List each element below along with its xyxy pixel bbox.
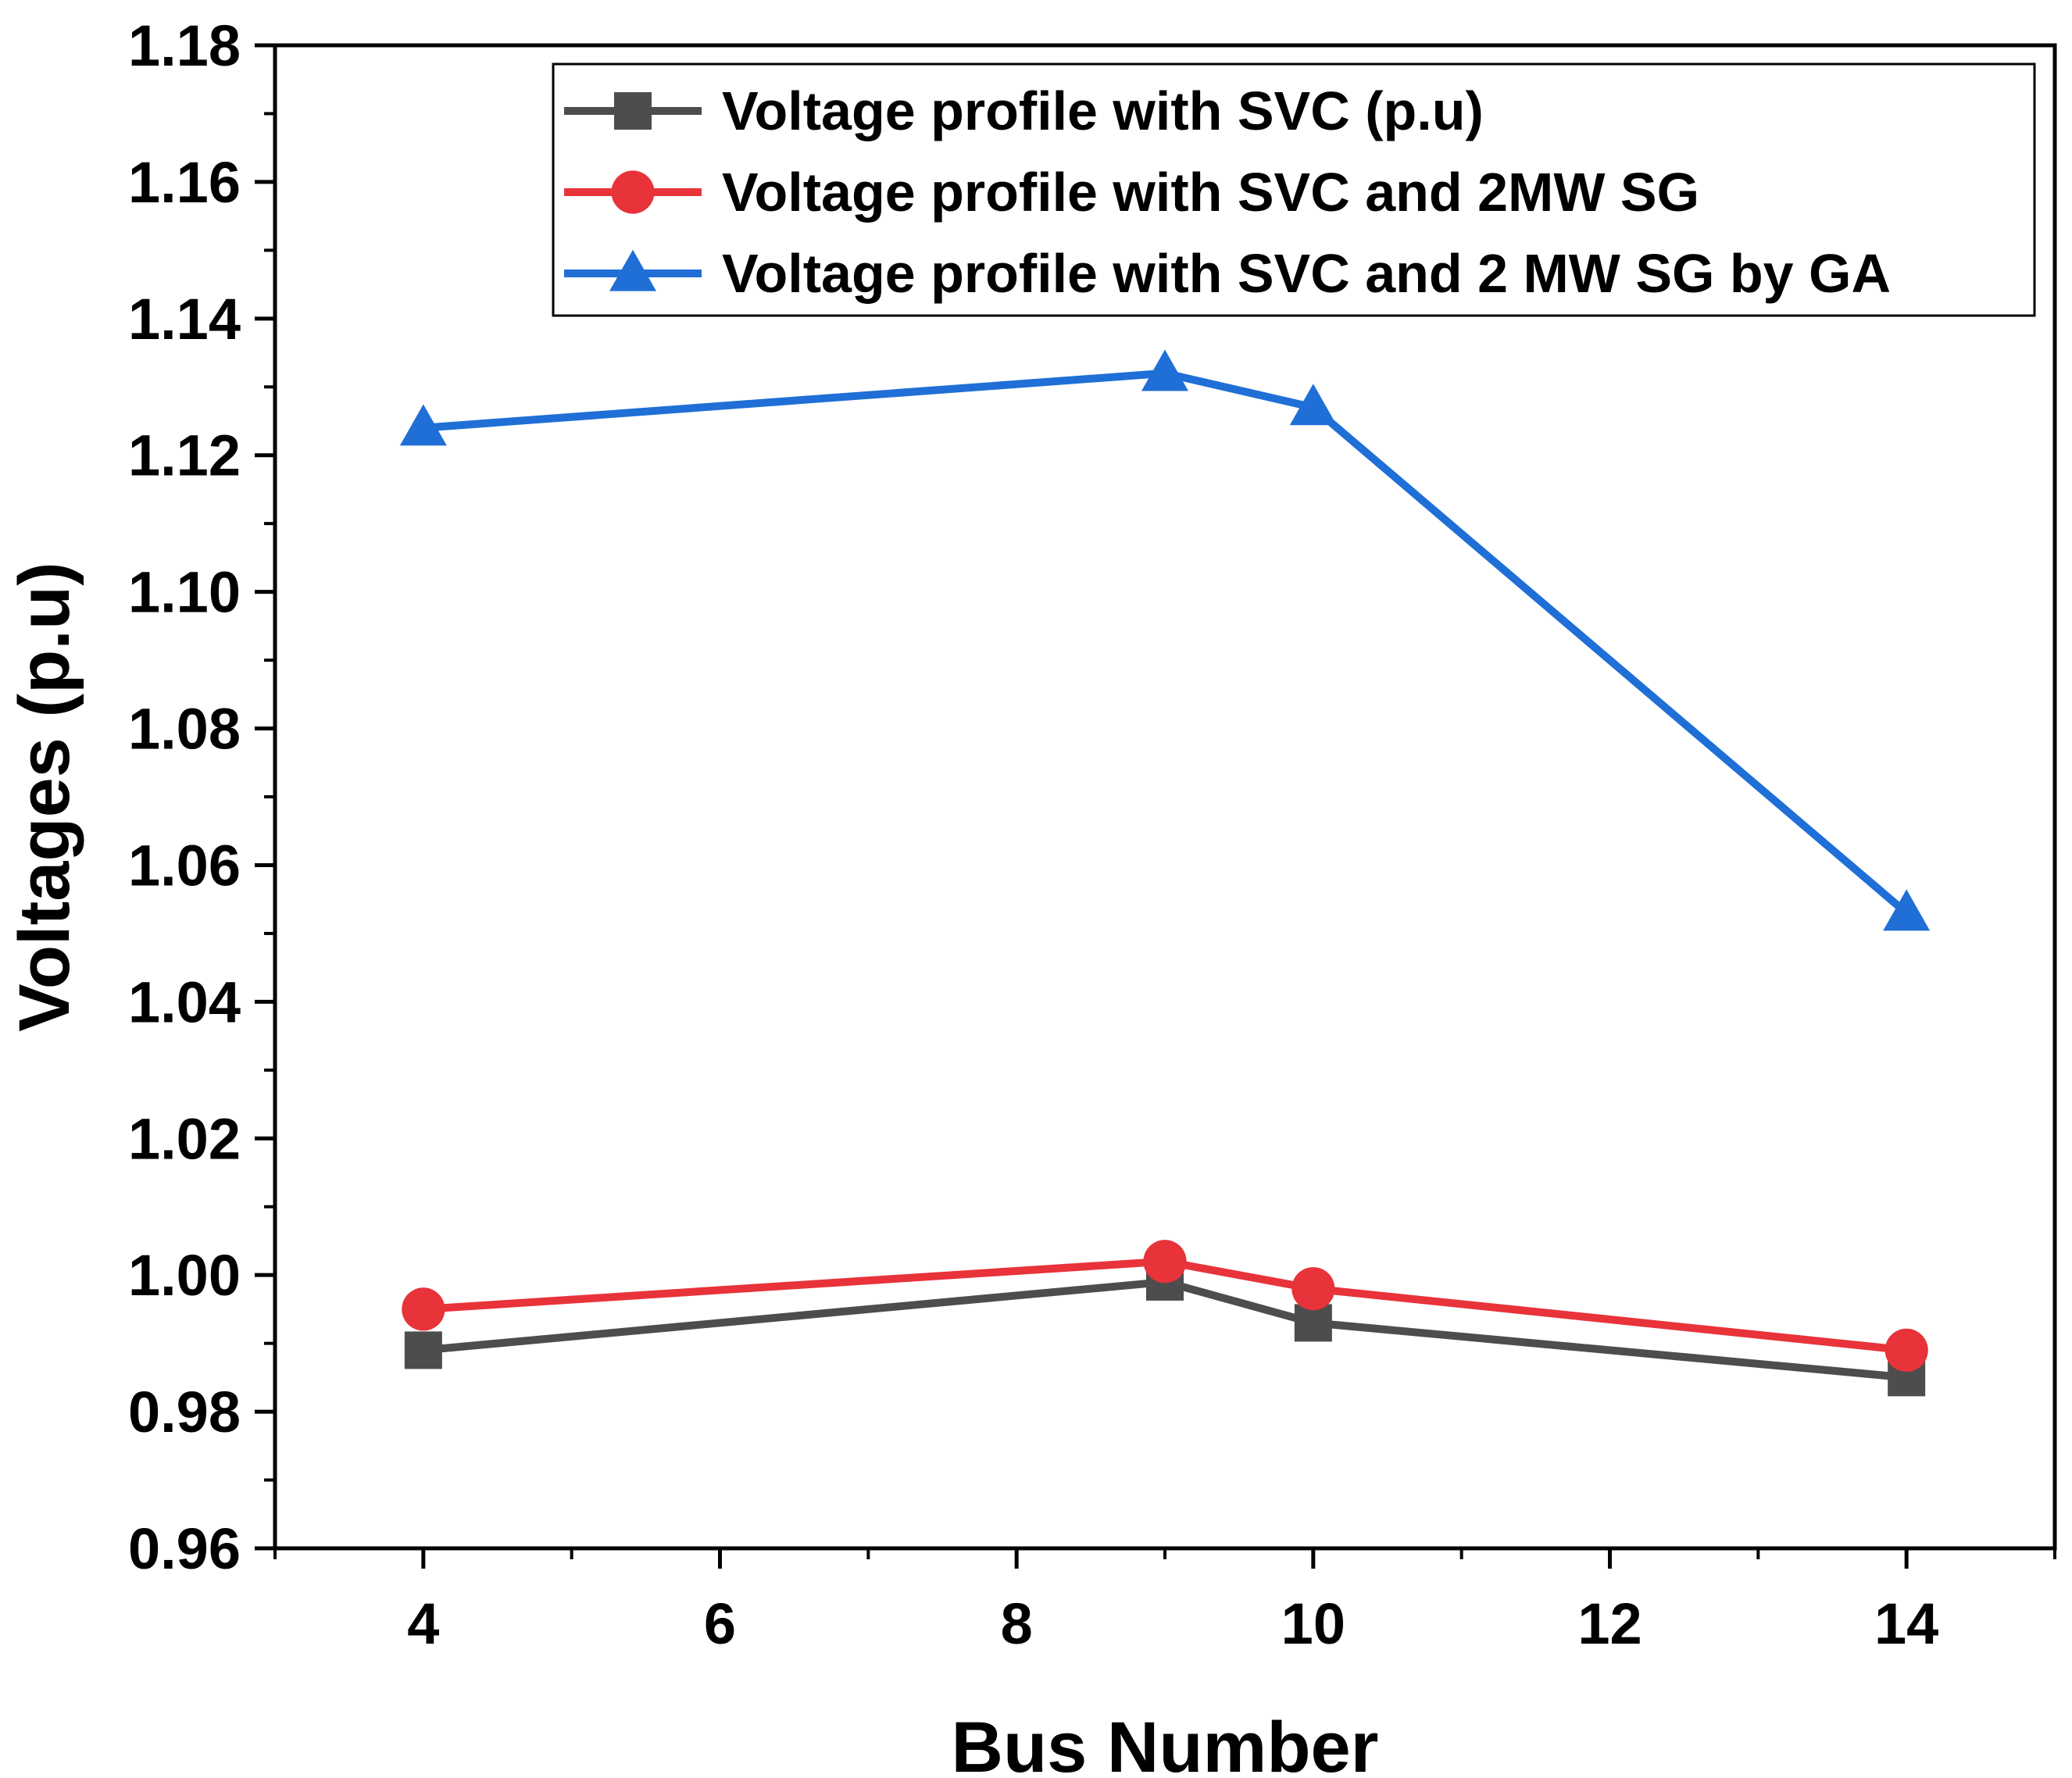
y-tick-label: 1.06: [128, 833, 241, 898]
legend-label: Voltage profile with SVC and 2MW SG: [722, 162, 1699, 223]
y-tick-label: 1.02: [128, 1106, 241, 1171]
y-tick-label: 1.08: [128, 697, 241, 762]
data-point: [404, 1331, 442, 1369]
data-point: [1884, 1328, 1928, 1372]
legend-label: Voltage profile with SVC and 2 MW SG by …: [722, 243, 1891, 304]
data-point: [1883, 889, 1931, 931]
series-layer: [399, 349, 1931, 1397]
x-tick-label: 8: [1001, 1591, 1033, 1656]
series-line: [423, 1277, 1907, 1382]
series-circle: [402, 1240, 1928, 1372]
data-point: [1291, 1267, 1335, 1311]
legend-marker: [609, 249, 656, 291]
data-point: [399, 404, 447, 446]
y-tick-label: 0.96: [128, 1516, 241, 1581]
legend-marker: [611, 170, 655, 214]
x-tick-label: 12: [1577, 1591, 1642, 1656]
data-point: [1141, 349, 1188, 391]
x-axis-title: Bus Number: [952, 1708, 1379, 1778]
y-tick-label: 1.00: [128, 1243, 241, 1308]
data-point: [1294, 1304, 1332, 1342]
y-tick-label: 1.16: [128, 150, 241, 215]
legend-label: Voltage profile with SVC (p.u): [722, 80, 1484, 141]
x-tick-label: 6: [704, 1591, 736, 1656]
data-point: [1143, 1240, 1187, 1284]
legend: Voltage profile with SVC (p.u) Voltage pr…: [552, 62, 2036, 317]
legend-marker: [614, 92, 652, 130]
data-point: [1289, 384, 1337, 426]
axes: 0.96 0.98 1.00 1.02 1.04 1.06 1.08 1.10 1.12 1.14…: [5, 13, 2057, 1778]
y-tick-label: 1.14: [128, 287, 241, 352]
y-tick-label: 1.04: [128, 969, 241, 1034]
y-tick-label: 1.12: [128, 423, 241, 488]
y-axis-title: Voltages (p.u): [5, 562, 84, 1031]
series-triangle: [399, 349, 1931, 931]
x-tick-label: 14: [1874, 1591, 1938, 1656]
legend-box: [552, 62, 2036, 317]
data-point: [402, 1287, 445, 1331]
y-tick-label: 0.98: [128, 1380, 241, 1444]
x-tick-label: 10: [1281, 1591, 1345, 1656]
series-line: [423, 1257, 1907, 1355]
series-line: [423, 369, 1909, 916]
y-tick-label: 1.10: [128, 560, 241, 625]
x-tick-label: 4: [407, 1591, 439, 1656]
y-tick-label: 1.18: [128, 13, 241, 78]
